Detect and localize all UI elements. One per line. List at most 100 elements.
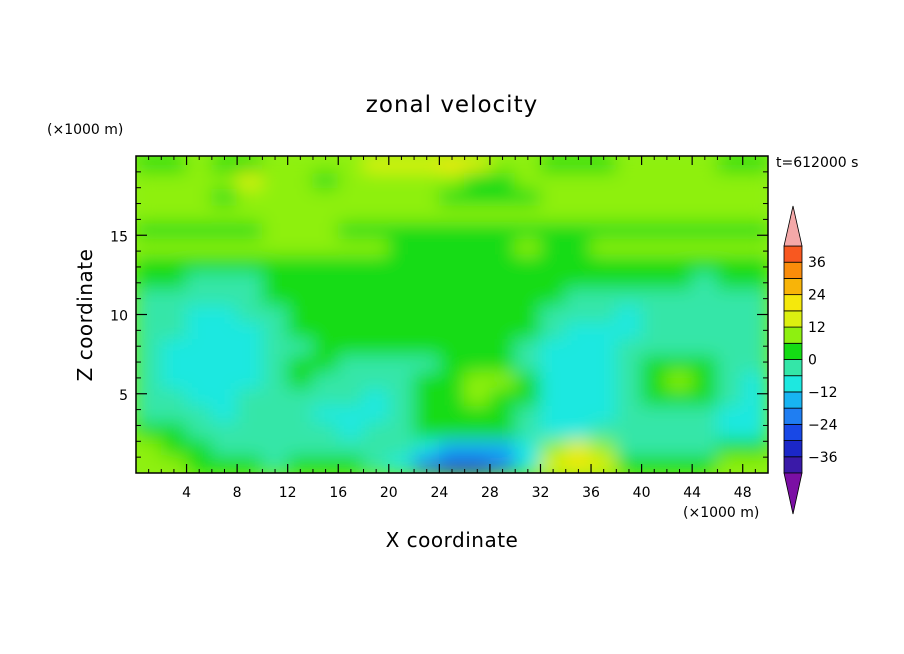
field-cell [666, 255, 693, 274]
field-cell [514, 405, 541, 424]
field-cell [464, 389, 491, 407]
field-cell [413, 355, 440, 374]
field-cell [211, 172, 238, 190]
field-cell [136, 422, 162, 441]
field-cell [160, 238, 188, 257]
field-cell [489, 222, 516, 240]
field-cell [666, 439, 693, 457]
field-cell [514, 422, 541, 441]
field-cell [489, 439, 516, 457]
field-cell [742, 422, 768, 441]
field-cell [160, 205, 188, 224]
field-cell [261, 272, 289, 290]
field-cell [236, 188, 263, 207]
field-cell [236, 288, 263, 307]
field-cell [413, 422, 440, 441]
field-cell [565, 372, 592, 391]
field-cell [590, 238, 617, 257]
field-cell [464, 156, 491, 174]
field-cell [716, 255, 744, 274]
field-cell [287, 188, 314, 207]
field-cell [716, 455, 744, 473]
y-tick-label: 10 [110, 309, 128, 325]
field-cell [464, 322, 491, 341]
field-cell [261, 339, 289, 357]
field-cell [236, 455, 263, 473]
field-cell [312, 405, 339, 424]
field-cell [211, 439, 238, 457]
field-cell [489, 205, 516, 224]
colorbar-swatch [783, 407, 803, 425]
field-cell [539, 255, 567, 274]
field-cell [641, 439, 668, 457]
field-cell [438, 422, 466, 441]
field-cell [438, 188, 466, 207]
field-cell [261, 222, 289, 240]
field-cell [489, 172, 516, 190]
field-cell [413, 288, 440, 307]
field-cell [160, 339, 188, 357]
field-cell [363, 172, 390, 190]
velocity-field [136, 156, 768, 473]
field-cell [136, 255, 162, 274]
field-cell [363, 205, 390, 224]
field-cell [641, 322, 668, 341]
field-cell [742, 272, 768, 290]
field-cell [211, 238, 238, 257]
field-cell [438, 172, 466, 190]
field-cell [539, 422, 567, 441]
field-cell [337, 305, 365, 324]
field-cell [742, 188, 768, 207]
field-cell [539, 322, 567, 341]
field-cell [489, 372, 516, 391]
field-cell [539, 339, 567, 357]
field-cell [742, 288, 768, 307]
field-cell [489, 455, 516, 473]
field-cell [539, 389, 567, 407]
x-axis-unit: (×1000 m) [683, 505, 759, 521]
field-cell [363, 255, 390, 274]
field-cell [615, 422, 643, 441]
field-cell [691, 305, 718, 324]
x-tick-label: 12 [279, 485, 297, 501]
field-cell [716, 238, 744, 257]
field-cell [413, 272, 440, 290]
field-cell [136, 272, 162, 290]
field-cell [590, 222, 617, 240]
field-cell [464, 405, 491, 424]
colorbar-label: −12 [808, 385, 838, 401]
field-cell [363, 288, 390, 307]
field-cell [590, 405, 617, 424]
field-cell [363, 322, 390, 341]
field-cell [413, 372, 440, 391]
field-cell [666, 205, 693, 224]
field-cell [539, 205, 567, 224]
field-cell [236, 322, 263, 341]
field-cell [136, 238, 162, 257]
field-cell [337, 422, 365, 441]
field-cell [337, 372, 365, 391]
x-tick-label: 8 [233, 485, 242, 501]
field-cell [388, 156, 415, 174]
field-cell [261, 439, 289, 457]
field-cell [590, 156, 617, 174]
field-cell [438, 389, 466, 407]
field-cell [716, 156, 744, 174]
field-cell [413, 455, 440, 473]
field-cell [236, 255, 263, 274]
field-cell [438, 288, 466, 307]
field-cell [261, 288, 289, 307]
field-cell [666, 405, 693, 424]
field-cell [287, 172, 314, 190]
field-cell [312, 372, 339, 391]
field-cell [438, 305, 466, 324]
field-cell [413, 389, 440, 407]
field-cell [565, 422, 592, 441]
field-cell [641, 272, 668, 290]
field-cell [742, 205, 768, 224]
field-cell [691, 288, 718, 307]
field-cell [211, 422, 238, 441]
field-cell [590, 339, 617, 357]
field-cell [641, 372, 668, 391]
field-cell [261, 156, 289, 174]
